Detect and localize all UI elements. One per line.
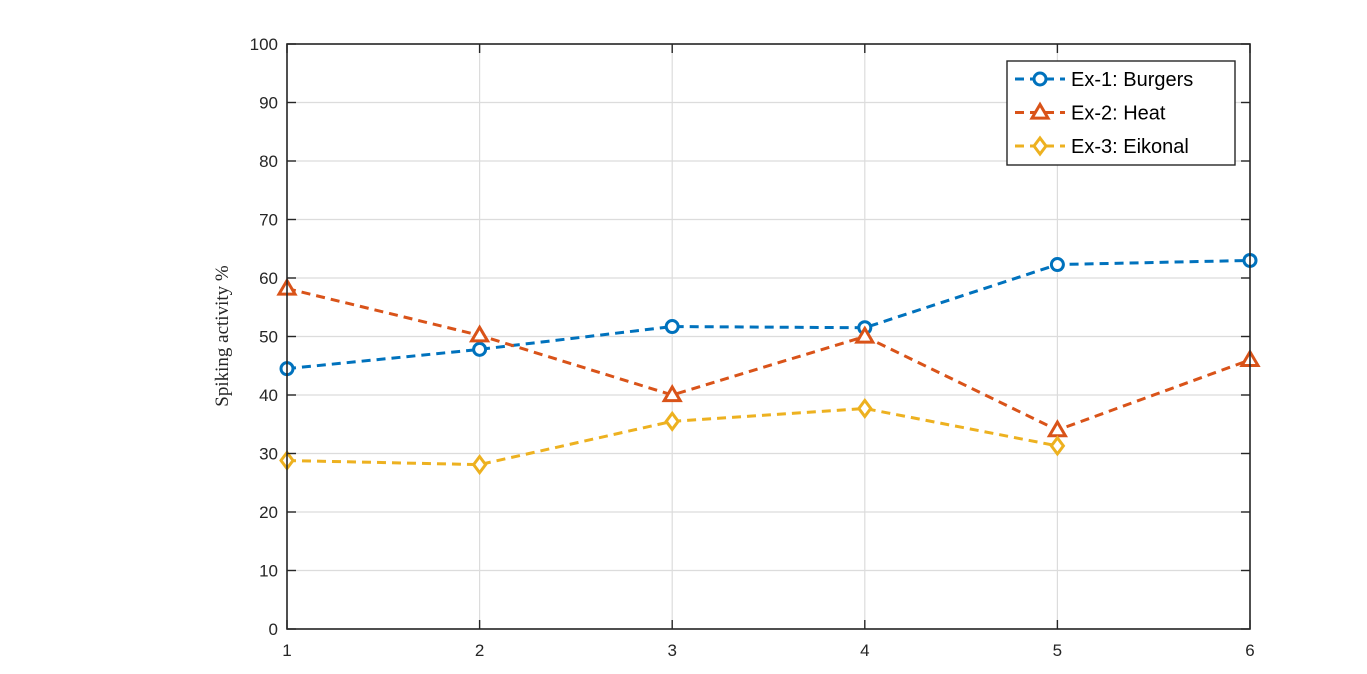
series-3 <box>279 397 1066 476</box>
y-tick-label: 80 <box>259 152 278 171</box>
data-point <box>664 410 681 432</box>
y-axis-label: Spiking activity % <box>212 265 233 407</box>
data-point <box>1049 435 1066 457</box>
y-tick-label: 30 <box>259 445 278 464</box>
legend-marker <box>1032 135 1048 157</box>
legend-item: Ex-2: Heat <box>1015 101 1166 125</box>
y-tick-label: 70 <box>259 211 278 230</box>
x-tick-label: 2 <box>475 641 484 660</box>
legend: Ex-1: Burgers Ex-2: Heat Ex-3: Eikonal <box>1006 60 1236 166</box>
data-point <box>854 325 876 344</box>
y-tick-label: 20 <box>259 503 278 522</box>
data-point <box>664 319 680 335</box>
y-tick-label: 60 <box>259 269 278 288</box>
grid-lines <box>286 43 1251 630</box>
legend-label: Ex-1: Burgers <box>1071 69 1193 91</box>
y-tick-label: 50 <box>259 328 278 347</box>
legend-item: Ex-1: Burgers <box>1015 69 1193 91</box>
legend-marker <box>1029 101 1051 120</box>
x-tick-label: 5 <box>1053 641 1062 660</box>
x-tick-label: 6 <box>1245 641 1254 660</box>
data-point <box>471 454 488 476</box>
y-tick-label: 0 <box>269 620 278 639</box>
y-tick-label: 10 <box>259 562 278 581</box>
legend-marker <box>1032 71 1048 87</box>
legend-label: Ex-3: Eikonal <box>1071 136 1189 158</box>
y-tick-label: 40 <box>259 386 278 405</box>
series-1 <box>279 252 1258 377</box>
series-line <box>286 287 1251 432</box>
data-point <box>856 397 873 419</box>
data-point <box>1049 257 1065 273</box>
data-point <box>472 341 488 357</box>
series-line <box>286 258 1251 371</box>
x-tick-label: 4 <box>860 641 869 660</box>
y-tick-label: 90 <box>259 94 278 113</box>
legend-label: Ex-2: Heat <box>1071 103 1166 125</box>
legend-item: Ex-3: Eikonal <box>1015 135 1189 158</box>
data-point <box>661 384 683 403</box>
y-tick-label: 100 <box>250 35 278 54</box>
data-point <box>468 324 491 343</box>
x-tick-label: 1 <box>282 641 291 660</box>
series-layer <box>276 252 1261 476</box>
x-tick-label: 3 <box>667 641 676 660</box>
